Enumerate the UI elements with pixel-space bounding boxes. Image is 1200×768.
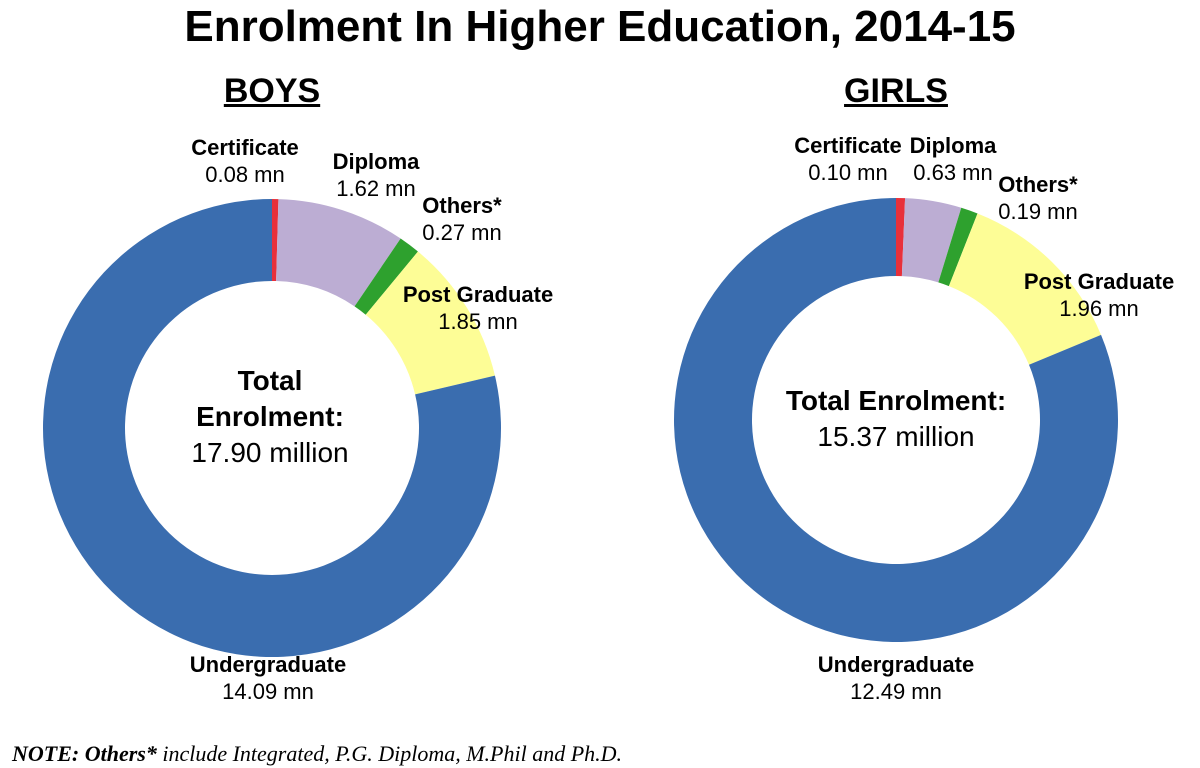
boys-others-value: 0.27 mn bbox=[422, 220, 502, 245]
girls-others-value: 0.19 mn bbox=[998, 199, 1078, 224]
boys-others-name: Others* bbox=[422, 193, 502, 218]
girls-label-certificate: Certificate 0.10 mn bbox=[785, 132, 911, 186]
girls-others-name: Others* bbox=[998, 172, 1078, 197]
footnote-text: include Integrated, P.G. Diploma, M.Phil… bbox=[156, 741, 623, 766]
boys-diploma-name: Diploma bbox=[332, 149, 420, 174]
girls-post-graduate-name: Post Graduate bbox=[1023, 269, 1175, 294]
girls-post-graduate-value: 1.96 mn bbox=[1059, 296, 1139, 321]
girls-label-undergraduate: Undergraduate 12.49 mn bbox=[796, 651, 996, 705]
boys-total-label-line2: Enrolment: bbox=[196, 401, 344, 432]
slice-certificate bbox=[896, 198, 906, 277]
girls-diploma-name: Diploma bbox=[909, 133, 997, 158]
boys-post-graduate-value: 1.85 mn bbox=[438, 309, 518, 334]
footnote-prefix: NOTE: Others* bbox=[12, 741, 157, 766]
slice-post-graduate bbox=[365, 251, 495, 395]
boys-label-diploma: Diploma 1.62 mn bbox=[318, 148, 434, 202]
boys-diploma-value: 1.62 mn bbox=[336, 176, 416, 201]
slice-diploma bbox=[276, 199, 401, 307]
boys-label-others: Others* 0.27 mn bbox=[412, 192, 512, 246]
boys-undergraduate-value: 14.09 mn bbox=[222, 679, 314, 704]
girls-certificate-value: 0.10 mn bbox=[808, 160, 888, 185]
girls-donut-slices bbox=[674, 198, 1118, 642]
girls-diploma-value: 0.63 mn bbox=[913, 160, 993, 185]
footnote: NOTE: Others* include Integrated, P.G. D… bbox=[12, 741, 622, 767]
boys-undergraduate-name: Undergraduate bbox=[189, 652, 347, 677]
girls-label-others: Others* 0.19 mn bbox=[988, 171, 1088, 225]
girls-label-post-graduate: Post Graduate 1.96 mn bbox=[1006, 268, 1192, 322]
slice-diploma bbox=[901, 198, 962, 283]
boys-total-value: 17.90 million bbox=[191, 437, 349, 468]
girls-heading: GIRLS bbox=[844, 72, 948, 110]
girls-total-value: 15.37 million bbox=[817, 421, 975, 452]
boys-label-certificate: Certificate 0.08 mn bbox=[170, 134, 320, 188]
boys-certificate-name: Certificate bbox=[191, 135, 299, 160]
girls-total-enrolment: Total Enrolment: 15.37 million bbox=[756, 383, 1036, 455]
girls-undergraduate-name: Undergraduate bbox=[817, 652, 975, 677]
boys-heading: BOYS bbox=[223, 72, 321, 110]
boys-donut-slices bbox=[43, 199, 502, 657]
boys-total-label-line1: Total bbox=[237, 365, 303, 396]
boys-label-post-graduate: Post Graduate 1.85 mn bbox=[385, 281, 571, 335]
chart-title: Enrolment In Higher Education, 2014-15 bbox=[184, 2, 1016, 51]
slice-undergraduate bbox=[43, 199, 502, 657]
boys-total-enrolment: Total Enrolment: 17.90 million bbox=[170, 363, 370, 471]
girls-undergraduate-value: 12.49 mn bbox=[850, 679, 942, 704]
boys-label-undergraduate: Undergraduate 14.09 mn bbox=[168, 651, 368, 705]
slice-undergraduate bbox=[674, 198, 1118, 642]
slice-certificate bbox=[272, 199, 279, 282]
girls-total-label: Total Enrolment: bbox=[785, 385, 1007, 416]
boys-post-graduate-name: Post Graduate bbox=[402, 282, 554, 307]
slice-others bbox=[938, 207, 978, 287]
girls-label-diploma: Diploma 0.63 mn bbox=[905, 132, 1001, 186]
slice-post-graduate bbox=[948, 213, 1102, 365]
boys-certificate-value: 0.08 mn bbox=[205, 162, 285, 187]
slice-others bbox=[354, 238, 418, 315]
girls-certificate-name: Certificate bbox=[794, 133, 902, 158]
